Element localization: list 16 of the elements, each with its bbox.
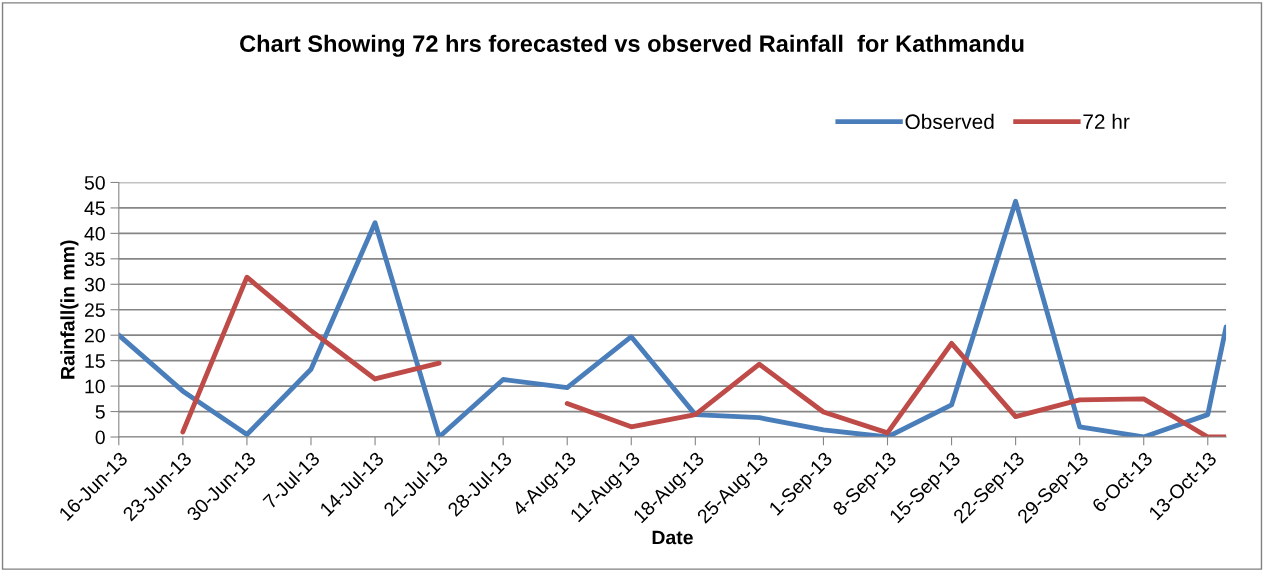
y-tick-label: 5 bbox=[95, 405, 105, 419]
legend-label: 72 hr bbox=[1083, 113, 1130, 129]
legend-label: Observed bbox=[905, 113, 994, 130]
y-tick-label: 50 bbox=[84, 175, 105, 190]
y-tick-label: 25 bbox=[84, 303, 105, 317]
y-tick-label: 30 bbox=[84, 277, 105, 292]
y-tick-label: 0 bbox=[95, 430, 105, 445]
y-tick-label: 15 bbox=[85, 354, 105, 368]
y-tick-label: 10 bbox=[85, 379, 105, 394]
y-tick-label: 35 bbox=[84, 252, 105, 267]
chart-title: Chart Showing 72 hrs forecasted vs observed Rainfall for Kathmandu bbox=[240, 34, 1024, 57]
y-tick-label: 40 bbox=[84, 226, 105, 241]
y-axis-title: Rainfall(in mm) bbox=[60, 240, 79, 379]
y-tick-label: 45 bbox=[84, 201, 105, 216]
y-tick-label: 20 bbox=[84, 328, 105, 343]
x-axis-title: Date bbox=[652, 530, 693, 545]
